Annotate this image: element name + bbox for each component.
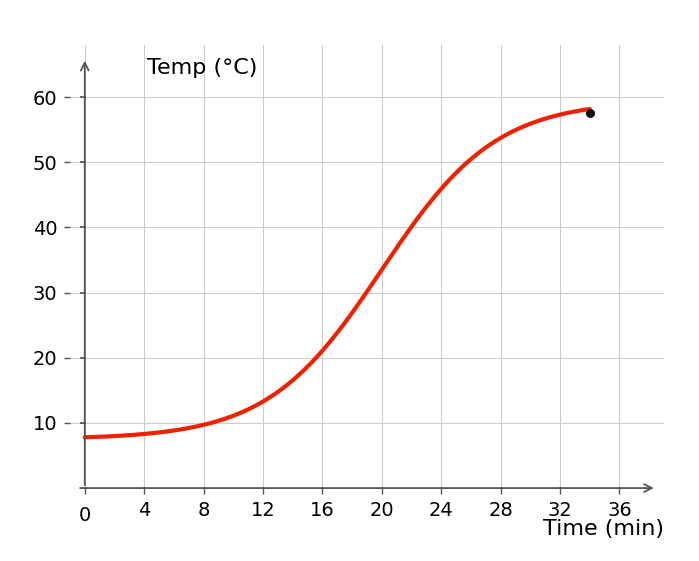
Text: Time (min): Time (min) (543, 519, 664, 539)
Text: 0: 0 (78, 507, 91, 525)
Text: Temp (°C): Temp (°C) (147, 58, 257, 78)
Point (584, 109, 596, 118)
